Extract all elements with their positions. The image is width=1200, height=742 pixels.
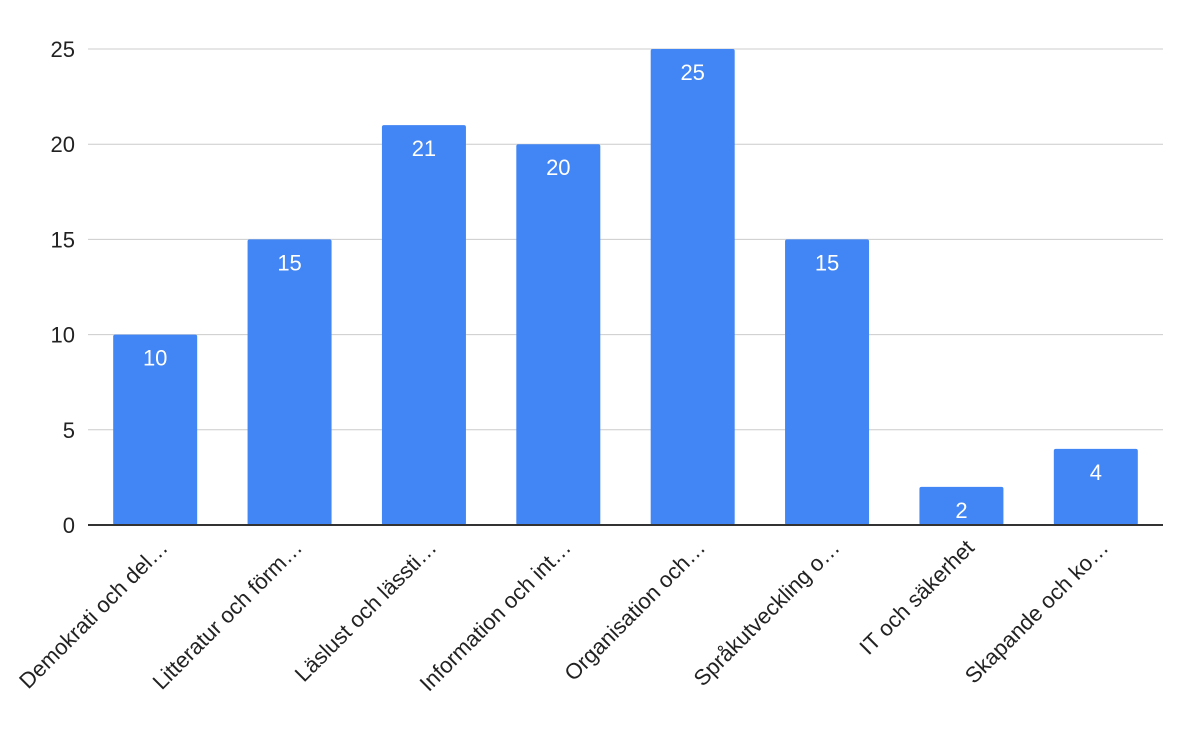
bar-value-label: 21: [412, 136, 436, 161]
y-tick-label: 20: [51, 132, 75, 157]
bar-value-label: 25: [680, 60, 704, 85]
bar: [919, 486, 1004, 525]
x-axis: Demokrati och del…Litteratur och förm…Lä…: [14, 524, 1163, 696]
x-tick-label: Språkutveckling o…: [689, 535, 845, 691]
y-tick-label: 25: [51, 37, 75, 62]
y-tick-label: 10: [51, 323, 75, 348]
bar: [1053, 448, 1138, 525]
y-tick-label: 0: [63, 513, 75, 538]
x-tick-label: IT och säkerhet: [854, 535, 979, 660]
x-tick-label: Demokrati och del…: [14, 535, 173, 694]
x-tick-label: Organisation och…: [559, 535, 710, 686]
bars: [113, 49, 1138, 525]
bar-value-label: 10: [143, 346, 167, 371]
bar-value-label: 2: [955, 498, 967, 523]
bar-value-label: 15: [277, 250, 301, 275]
x-tick-label: Information och int…: [415, 535, 576, 696]
data-labels: 10 15 21 20 25 15 2 4: [143, 60, 1102, 523]
bar: [516, 144, 601, 525]
bar: [247, 239, 332, 525]
bar-value-label: 4: [1090, 460, 1102, 485]
x-tick-label: Läslust och lässti…: [290, 535, 442, 687]
y-tick-label: 15: [51, 227, 75, 252]
x-tick-label: Litteratur och förm…: [148, 535, 307, 694]
bar: [381, 125, 466, 525]
bar-value-label: 20: [546, 155, 570, 180]
bar-value-label: 15: [815, 250, 839, 275]
bar: [113, 334, 198, 525]
bar: [650, 49, 735, 525]
x-tick-label: Skapande och ko…: [960, 535, 1113, 688]
y-tick-label: 5: [63, 418, 75, 443]
y-axis: 0 5 10 15 20 25: [51, 37, 75, 538]
bar: [785, 239, 870, 525]
